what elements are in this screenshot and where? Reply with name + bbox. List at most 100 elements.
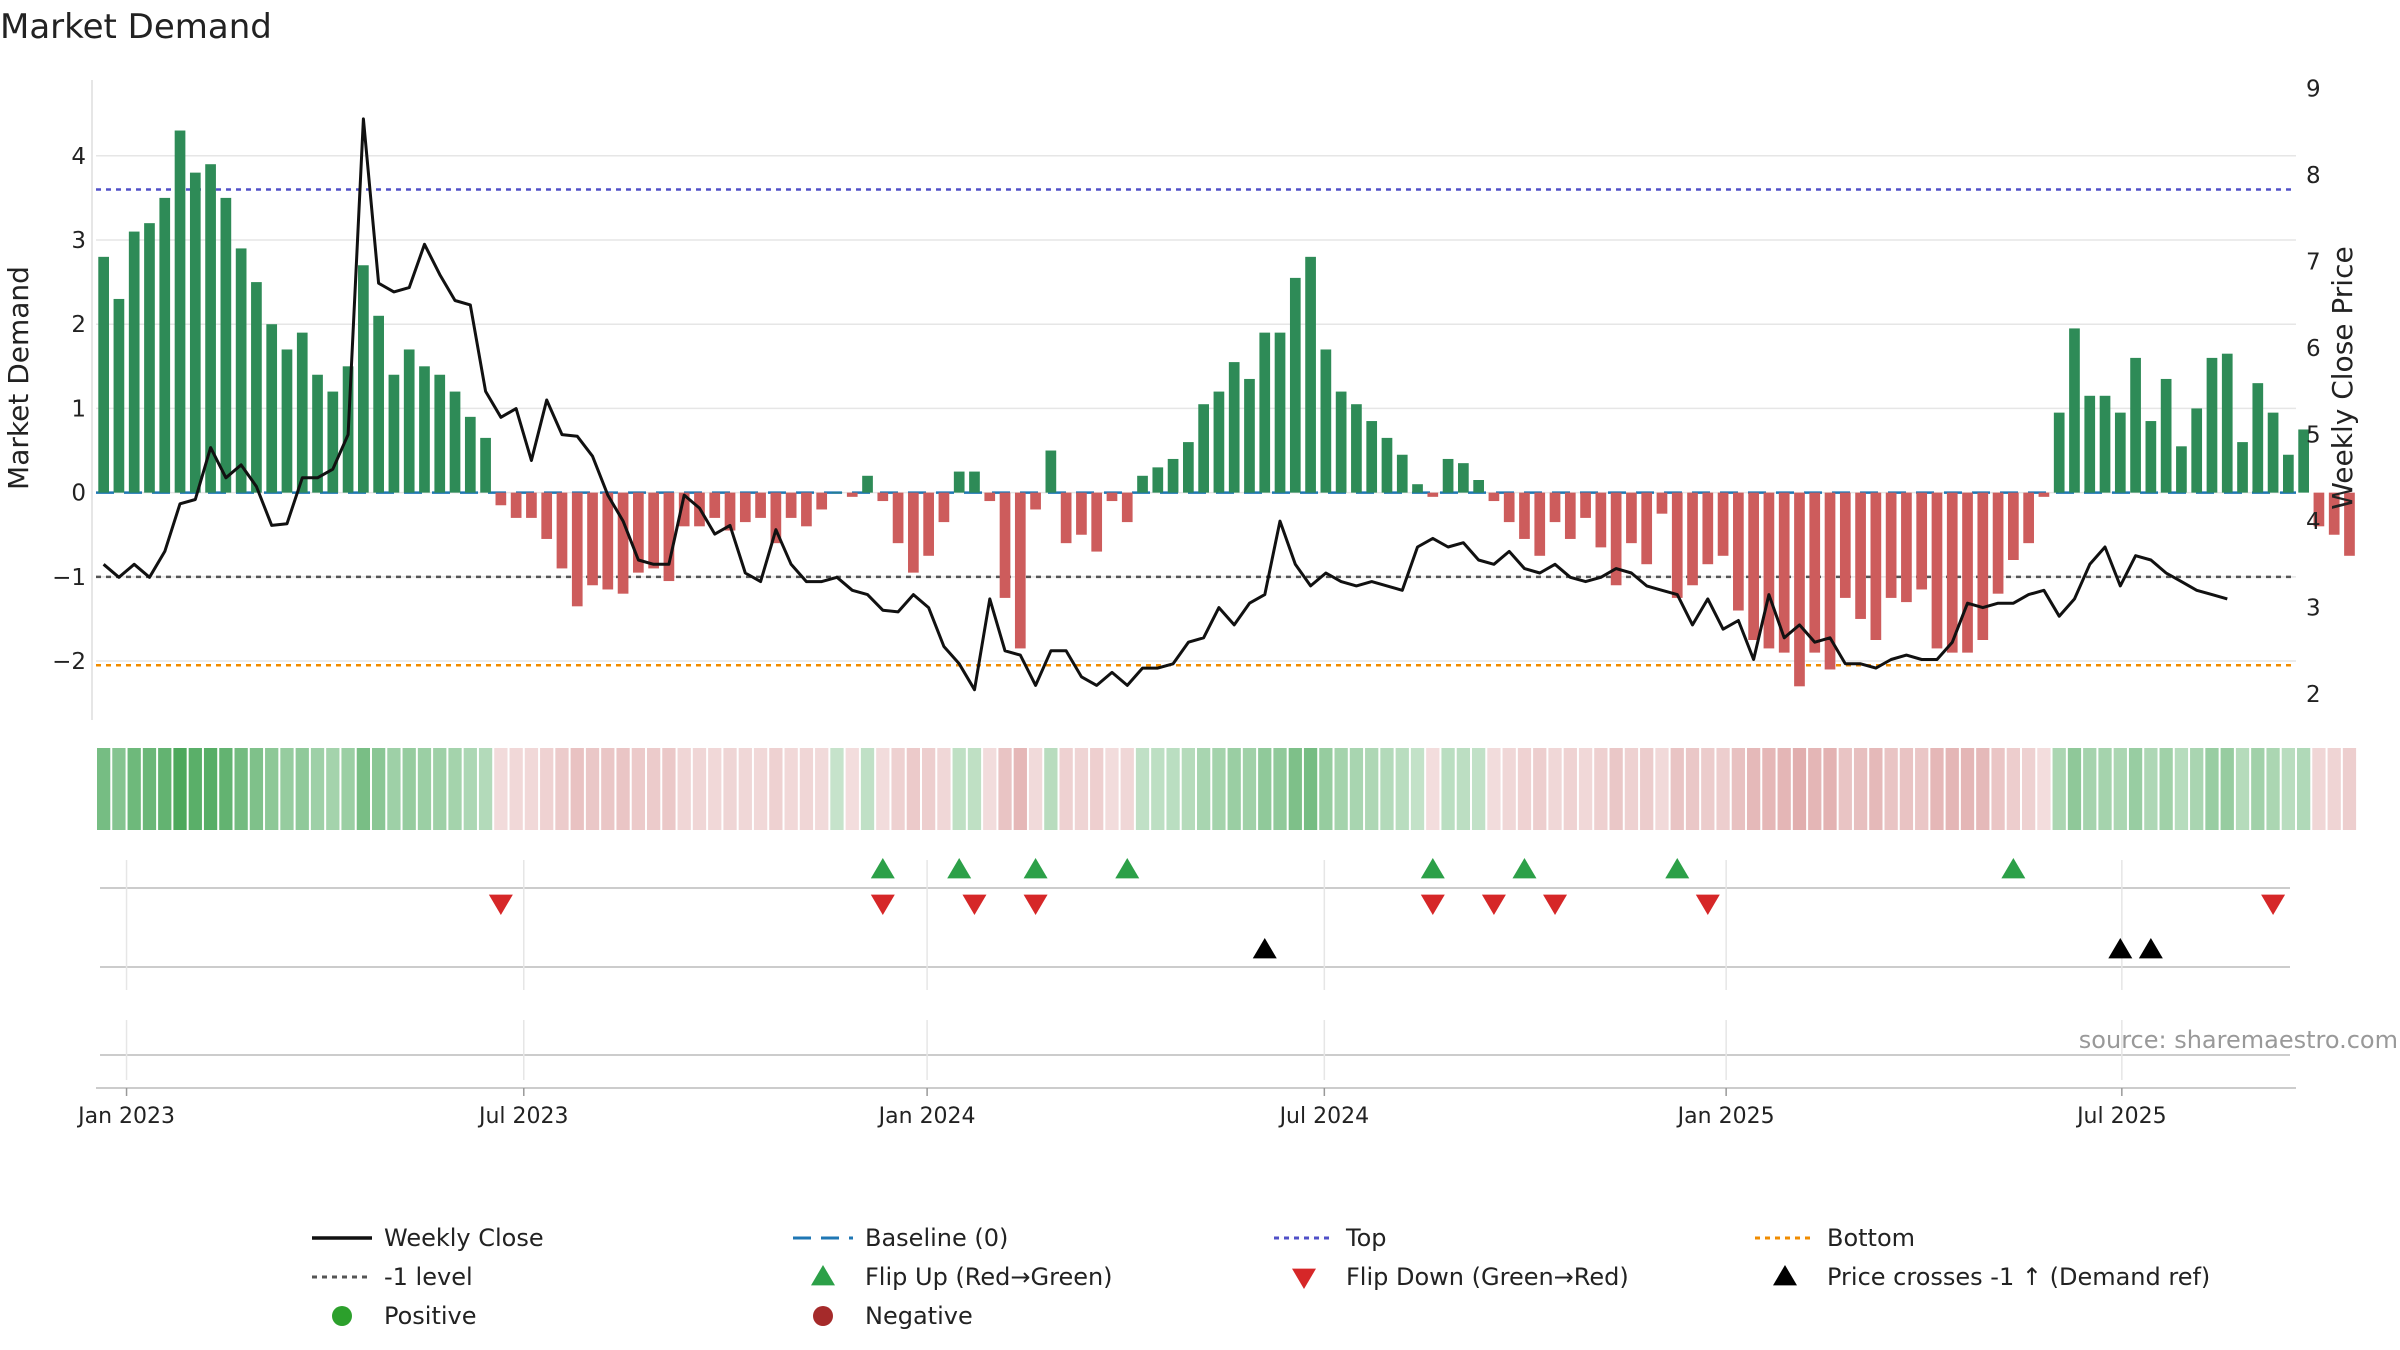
y2-tick-label: 7 (2306, 250, 2321, 276)
strip-cell (188, 748, 202, 830)
strip-cell (708, 748, 722, 830)
strip-cell (1227, 748, 1241, 830)
demand-bar (1213, 391, 1225, 493)
demand-bar (1183, 442, 1194, 493)
demand-bar (2114, 412, 2126, 493)
strip-cell (585, 748, 600, 830)
demand-bar (1305, 256, 1316, 493)
strip-cell (1548, 748, 1562, 830)
strip-cell (356, 748, 370, 830)
flip-down-marker (1023, 894, 1048, 915)
strip-cell (1960, 748, 1975, 830)
demand-bar (1809, 492, 1821, 653)
demand-bar (1564, 492, 1576, 539)
demand-bar (1106, 492, 1118, 502)
demand-bar (1060, 492, 1072, 544)
demand-bar (266, 324, 278, 493)
demand-bar (434, 374, 446, 493)
strip-cell (142, 748, 157, 830)
demand-bar (251, 282, 262, 493)
strip-cell (1074, 748, 1089, 830)
strip-cell (677, 748, 691, 830)
legend-label: Positive (384, 1302, 477, 1330)
strip-cell (1502, 748, 1516, 830)
legend-label: Negative (865, 1302, 973, 1330)
demand-bar (678, 492, 690, 527)
x-tick-label: Jan 2025 (1676, 1104, 1775, 1129)
strip-cell (647, 748, 661, 830)
demand-bar (1503, 492, 1515, 523)
strip-cell (1349, 748, 1364, 830)
strip-cell (1334, 748, 1348, 830)
strip-cell (1533, 748, 1547, 830)
demand-bar (1885, 492, 1897, 598)
x-tick-label: Jan 2024 (877, 1104, 976, 1129)
demand-bar (1014, 492, 1026, 649)
demand-bar (1824, 492, 1836, 670)
demand-bar (1030, 492, 1041, 510)
strip-cell (1609, 748, 1623, 830)
strip-cell (448, 748, 462, 830)
demand-bar (480, 437, 491, 493)
demand-bar (2008, 492, 2019, 560)
strip-cell (2128, 748, 2143, 830)
demand-bar (999, 492, 1011, 598)
demand-bar (2313, 492, 2325, 527)
demand-bar (358, 265, 369, 493)
y2-tick-label: 3 (2306, 596, 2321, 622)
flip-up-marker (1023, 858, 1048, 879)
demand-bar (312, 374, 323, 493)
strip-cell (127, 748, 141, 830)
demand-bar (2084, 395, 2096, 493)
demand-bar (1442, 458, 1454, 493)
demand-bar (1121, 492, 1133, 523)
strip-cell (219, 748, 233, 830)
price-cross-marker (2138, 938, 2163, 959)
strip-cell (570, 748, 584, 830)
flip-up-marker (2001, 858, 2026, 879)
strip-cell (1762, 748, 1776, 830)
demand-bar (1931, 492, 1943, 649)
demand-bar (617, 492, 629, 594)
strip-cell (1028, 748, 1043, 830)
y2-tick-label: 5 (2306, 423, 2321, 449)
strip-cell (1288, 748, 1302, 830)
y2-tick-label: 2 (2306, 682, 2321, 708)
y-tick-label: 0 (71, 481, 86, 507)
strip-cell (173, 748, 187, 830)
legend-swatch (332, 1306, 352, 1326)
demand-bar (449, 391, 461, 493)
demand-bar (235, 248, 247, 493)
demand-bar (801, 492, 812, 527)
demand-bar (1870, 492, 1882, 640)
strip-cell (1685, 748, 1700, 830)
strip-cell (1701, 748, 1715, 830)
strip-cell (1472, 748, 1486, 830)
strip-cell (1319, 748, 1333, 830)
demand-bar (1351, 404, 1362, 493)
strip-cell (2022, 748, 2036, 830)
strip-cell (1410, 748, 1425, 830)
strip-cell (784, 748, 798, 830)
demand-bar (969, 471, 980, 493)
strip-cell (601, 748, 615, 830)
demand-bar (2252, 383, 2264, 493)
strip-cell (983, 748, 997, 830)
demand-bar (2160, 378, 2172, 493)
demand-bar (602, 492, 614, 590)
demand-bar (816, 492, 828, 510)
demand-bar (1076, 492, 1087, 535)
strip-cell (2037, 748, 2051, 830)
demand-bar (1228, 362, 1240, 493)
demand-bar (1992, 492, 2004, 594)
strip-cell (2006, 748, 2020, 830)
strip-cell (876, 748, 890, 830)
demand-bar (1778, 492, 1790, 653)
flip-up-marker (947, 858, 972, 879)
strip-cell (799, 748, 814, 830)
demand-bar (144, 223, 155, 493)
x-tick-label: Jan 2023 (76, 1104, 175, 1129)
demand-bar (877, 492, 889, 502)
demand-bar (1152, 467, 1164, 493)
flip-down-marker (962, 894, 987, 915)
